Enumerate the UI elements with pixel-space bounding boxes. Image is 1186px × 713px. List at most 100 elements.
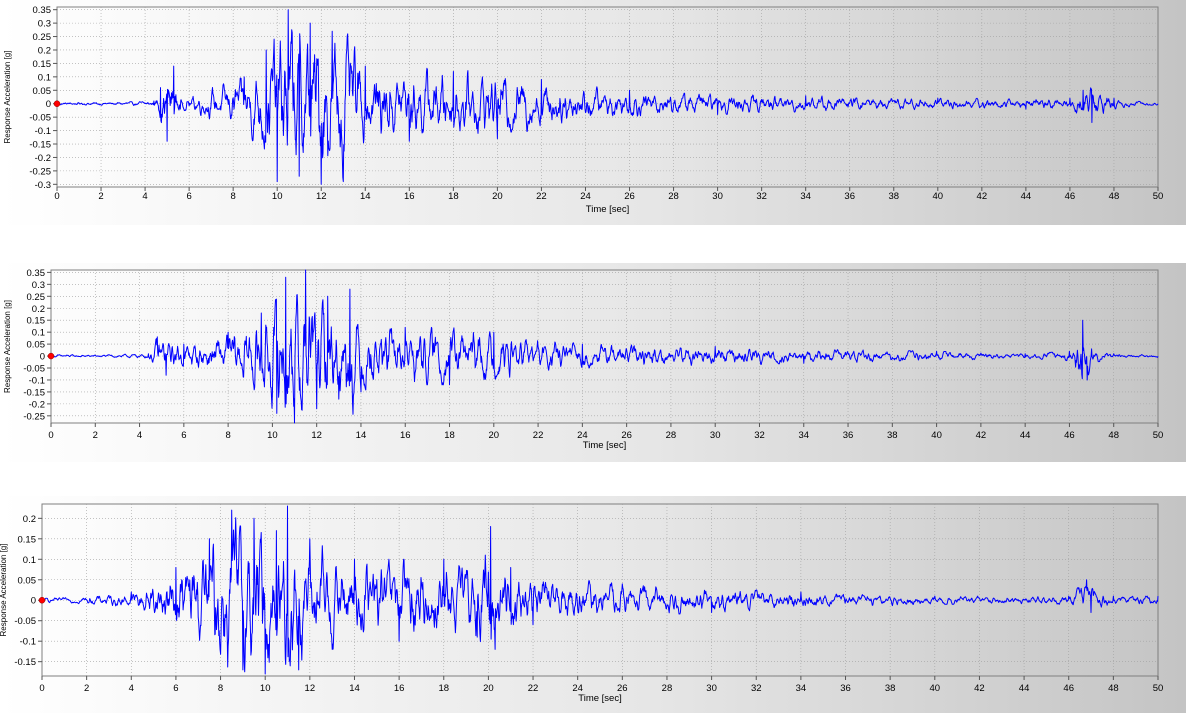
x-tick-label: 50	[1153, 191, 1164, 202]
x-tick-label: 12	[316, 191, 327, 202]
x-tick-label: 30	[706, 683, 717, 694]
x-tick-label: 42	[977, 191, 988, 202]
x-tick-label: 44	[1019, 683, 1030, 694]
x-tick-label: 4	[129, 683, 134, 694]
x-tick-label: 6	[186, 191, 191, 202]
plot-area	[41, 503, 1159, 677]
x-tick-label: 36	[843, 430, 854, 441]
y-tick-label: 0.25	[27, 292, 46, 303]
x-tick-label: 10	[267, 430, 278, 441]
x-tick-label: 18	[444, 430, 455, 441]
x-tick-label: 32	[751, 683, 762, 694]
y-tick-label: -0.05	[29, 113, 51, 124]
x-tick-label: 8	[225, 430, 230, 441]
y-tick-label: 0.3	[32, 280, 45, 291]
y-tick-label: -0.05	[14, 616, 36, 627]
y-tick-label: 0.15	[33, 59, 52, 70]
y-tick-label: 0	[46, 99, 51, 110]
x-tick-label: 46	[1064, 430, 1075, 441]
x-tick-label: 38	[887, 430, 898, 441]
x-tick-label: 22	[533, 430, 544, 441]
x-tick-label: 0	[48, 430, 53, 441]
x-tick-label: 44	[1020, 430, 1031, 441]
y-axis-label: Response Acceleration [g]	[3, 51, 12, 144]
x-tick-label: 46	[1065, 191, 1076, 202]
x-tick-label: 36	[840, 683, 851, 694]
x-tick-label: 20	[489, 430, 500, 441]
acceleration-series-line	[50, 269, 1159, 424]
y-tick-label: -0.25	[29, 166, 51, 177]
x-tick-label: 18	[448, 191, 459, 202]
gridlines	[57, 7, 1158, 187]
x-tick-label: 20	[492, 191, 503, 202]
x-tick-label: 24	[577, 430, 588, 441]
y-tick-label: 0.35	[27, 268, 46, 279]
y-tick-label: -0.15	[29, 140, 51, 151]
y-axis-label: Response Acceleration [g]	[3, 300, 12, 393]
x-tick-label: 16	[404, 191, 415, 202]
y-tick-label: 0.1	[32, 328, 45, 339]
x-tick-label: 2	[98, 191, 103, 202]
x-tick-label: 28	[668, 191, 679, 202]
chart-panel-2: 0 2 4 6 8 10 12 14 16 18 20 22 24 26 28 30 32 34 36 38 40 42 4…	[0, 263, 1186, 462]
y-tick-label: 0	[31, 596, 36, 607]
acceleration-series-line	[56, 9, 1159, 185]
y-tick-label: 0.2	[38, 45, 51, 56]
x-tick-label: 30	[710, 430, 721, 441]
y-tick-label: -0.1	[29, 375, 45, 386]
x-tick-label: 34	[800, 191, 811, 202]
x-tick-label: 28	[662, 683, 673, 694]
y-tick-label: 0.05	[18, 575, 37, 586]
y-tick-label: 0.05	[33, 86, 52, 97]
chart-background	[0, 0, 1186, 225]
y-tick-label: 0.25	[33, 32, 52, 43]
x-tick-label: 24	[572, 683, 583, 694]
x-tick-label: 42	[976, 430, 987, 441]
x-tick-label: 8	[218, 683, 223, 694]
y-tick-label: 0.2	[23, 514, 36, 525]
x-tick-label: 2	[93, 430, 98, 441]
x-tick-label: 6	[181, 430, 186, 441]
x-tick-label: 4	[142, 191, 147, 202]
x-tick-label: 34	[796, 683, 807, 694]
acceleration-chart-1: 0 2 4 6 8 10 12 14 16 18 20 22 24 26 28 30 32 34 36 38 40 42 4…	[0, 0, 1186, 225]
acceleration-series-line	[41, 505, 1159, 675]
y-axis-label: Response Acceleration [g]	[0, 544, 8, 637]
x-tick-label: 30	[712, 191, 723, 202]
y-tick-label: 0.15	[27, 316, 46, 327]
acceleration-chart-2: 0 2 4 6 8 10 12 14 16 18 20 22 24 26 28 30 32 34 36 38 40 42 4…	[0, 263, 1186, 462]
x-tick-label: 0	[54, 191, 59, 202]
x-tick-label: 14	[360, 191, 371, 202]
y-tick-label: 0.15	[18, 534, 37, 545]
y-tick-label: -0.2	[29, 399, 45, 410]
x-tick-label: 40	[930, 683, 941, 694]
x-tick-label: 38	[888, 191, 899, 202]
x-tick-label: 50	[1153, 683, 1164, 694]
x-tick-label: 48	[1109, 191, 1120, 202]
y-tick-label: -0.3	[35, 180, 51, 191]
start-marker	[53, 100, 61, 107]
x-tick-label: 46	[1063, 683, 1074, 694]
x-tick-label: 2	[84, 683, 89, 694]
start-marker	[47, 352, 55, 360]
plot-area	[50, 269, 1159, 424]
y-tick-label: -0.15	[23, 387, 45, 398]
x-tick-label: 26	[624, 191, 635, 202]
y-tick-label: 0	[40, 352, 45, 363]
y-tick-label: -0.15	[14, 657, 36, 668]
x-tick-label: 16	[400, 430, 411, 441]
x-tick-label: 26	[617, 683, 628, 694]
x-tick-label: 40	[931, 430, 942, 441]
x-tick-label: 38	[885, 683, 896, 694]
y-tick-label: 0.1	[23, 555, 36, 566]
chart-panel-3: 0 2 4 6 8 10 12 14 16 18 20 22 24 26 28 30 32 34 36 38 40 42 4…	[0, 496, 1186, 713]
y-tick-label: -0.25	[23, 411, 45, 422]
x-tick-label: 50	[1153, 430, 1164, 441]
y-tick-label: -0.1	[35, 126, 51, 137]
x-tick-label: 32	[754, 430, 765, 441]
y-tick-label: 0.1	[38, 72, 51, 83]
x-tick-label: 26	[621, 430, 632, 441]
x-tick-label: 40	[933, 191, 944, 202]
y-tick-label: -0.05	[23, 364, 45, 375]
x-tick-label: 10	[260, 683, 271, 694]
